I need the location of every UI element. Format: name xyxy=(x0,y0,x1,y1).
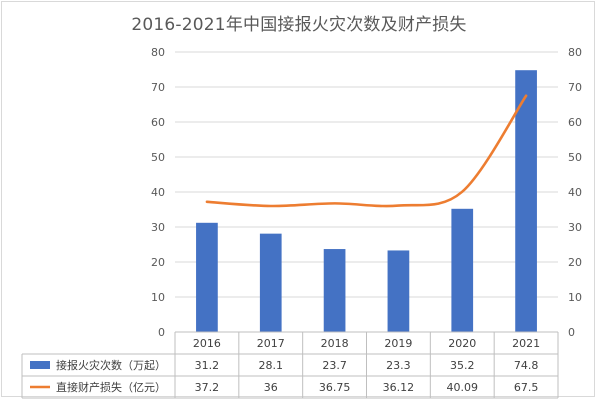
legend-key-bar xyxy=(30,361,50,369)
y-left-tick-label: 80 xyxy=(151,46,165,59)
x-tick-label: 2016 xyxy=(193,337,221,350)
y-left-tick-label: 50 xyxy=(151,151,165,164)
y-left-tick-label: 20 xyxy=(151,256,165,269)
x-tick-label: 2019 xyxy=(384,337,412,350)
bar xyxy=(387,250,410,332)
y-right-tick-label: 60 xyxy=(568,116,582,129)
x-tick-label: 2017 xyxy=(257,337,285,350)
table-cell: 23.3 xyxy=(386,359,411,372)
y-right-tick-label: 70 xyxy=(568,81,582,94)
y-right-tick-label: 50 xyxy=(568,151,582,164)
x-tick-label: 2021 xyxy=(512,337,540,350)
y-left-tick-label: 0 xyxy=(158,326,165,339)
x-tick-label: 2018 xyxy=(321,337,349,350)
table-cell: 31.2 xyxy=(195,359,220,372)
y-right-tick-label: 80 xyxy=(568,46,582,59)
y-left-tick-label: 60 xyxy=(151,116,165,129)
table-cell: 67.5 xyxy=(514,381,539,394)
y-right-tick-label: 0 xyxy=(568,326,575,339)
table-cell: 36.75 xyxy=(319,381,351,394)
x-tick-label: 2020 xyxy=(448,337,476,350)
table-cell: 36.12 xyxy=(383,381,415,394)
chart-title: 2016-2021年中国接报火灾次数及财产损失 xyxy=(131,15,467,35)
table-cell: 28.1 xyxy=(259,359,284,372)
y-right-tick-label: 30 xyxy=(568,221,582,234)
y-right-tick-label: 40 xyxy=(568,186,582,199)
table-cell: 74.8 xyxy=(514,359,539,372)
y-left-tick-label: 30 xyxy=(151,221,165,234)
table-cell: 40.09 xyxy=(447,381,479,394)
legend-series-name: 直接财产损失（亿元） xyxy=(56,380,166,394)
legend-series-name: 接报火灾次数（万起） xyxy=(56,358,166,372)
table-cell: 36 xyxy=(264,381,278,394)
table-cell: 35.2 xyxy=(450,359,475,372)
y-right-tick-label: 10 xyxy=(568,291,582,304)
table-cell: 37.2 xyxy=(195,381,220,394)
bar xyxy=(323,249,346,332)
y-right-tick-label: 20 xyxy=(568,256,582,269)
bar xyxy=(515,70,537,332)
bar xyxy=(196,222,218,332)
series-line xyxy=(205,94,528,208)
y-left-tick-label: 40 xyxy=(151,186,165,199)
bar xyxy=(259,233,282,332)
bar xyxy=(451,208,474,332)
y-left-tick-label: 70 xyxy=(151,81,165,94)
y-left-tick-label: 10 xyxy=(151,291,165,304)
table-cell: 23.7 xyxy=(322,359,347,372)
